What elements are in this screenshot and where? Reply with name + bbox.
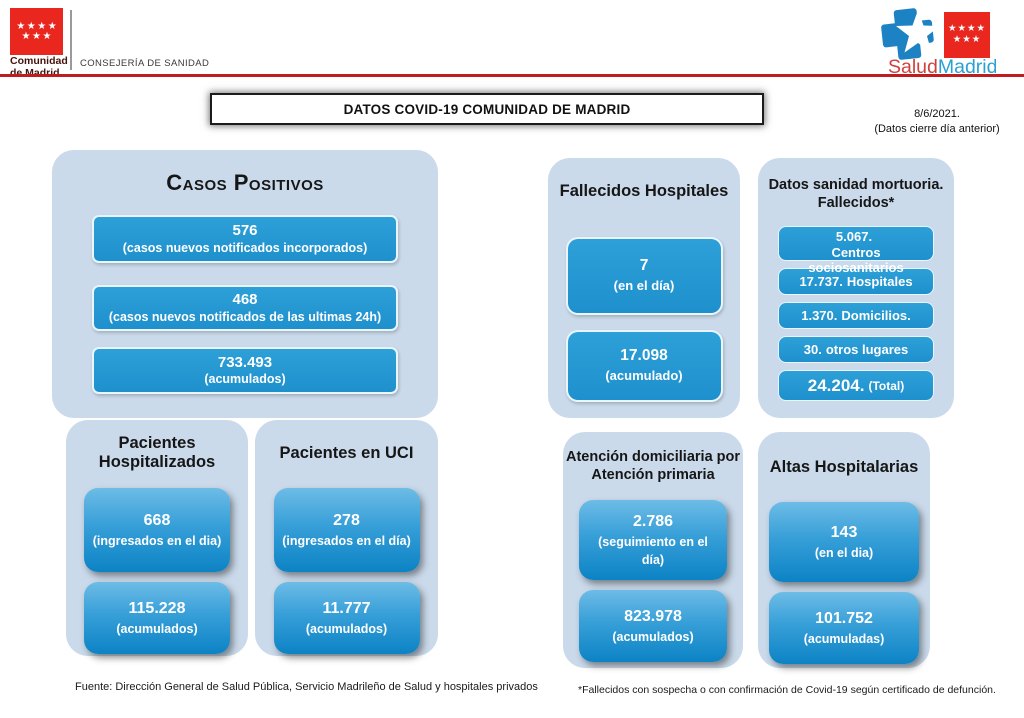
stat-row-hospitales: 17.737. Hospitales	[778, 268, 934, 296]
stat-label: (acumulado)	[605, 367, 683, 383]
stat-box-fallecidos-acumulado: 17.098 (acumulado)	[565, 329, 723, 402]
stat-box-atencion-acumulados: 823.978 (acumulados)	[579, 590, 727, 663]
stat-value: 143	[830, 523, 858, 541]
stat-value: 5.067.	[835, 229, 873, 245]
panel-title-line1: Atención domiciliaria por	[565, 449, 741, 465]
panel-title: Atención domiciliaria por Atención prima…	[563, 448, 743, 484]
stat-label: (casos nuevos notificados de las ultimas…	[108, 309, 382, 324]
stat-box-uci-acumulados: 11.777 (acumulados)	[273, 582, 420, 654]
stat-box-casos-24h: 468 (casos nuevos notificados de las ult…	[92, 285, 398, 331]
stat-label: (seguimiento en el día)	[598, 535, 708, 568]
panel-sanidad-mortuoria: Datos sanidad mortuoria. Fallecidos* 5.0…	[758, 158, 954, 418]
stat-label: (casos nuevos notificados incorporados)	[122, 240, 368, 255]
stat-value: 733.493	[217, 353, 273, 371]
stat-label: (acumulados)	[305, 622, 388, 637]
report-date-line2: (Datos cierre día anterior)	[874, 122, 1000, 135]
stat-value: 576	[232, 222, 258, 240]
stat-row-total: 24.204. (Total)	[778, 370, 934, 402]
panel-title: Casos Positivos	[166, 170, 324, 195]
stat-box-fallecidos-dia: 7 (en el día)	[565, 236, 723, 315]
stat-box-hospitalizados-dia: 668 (ingresados en el dia)	[84, 488, 230, 572]
stat-value: 668	[143, 511, 171, 529]
flag-stars-icon: ★★★	[21, 30, 53, 42]
brand-wordmark: SaludMadrid	[888, 56, 996, 76]
comunidad-madrid-flag-icon: ★★★★ ★★★	[10, 8, 63, 55]
stat-label: Centros sociosanitarios	[808, 244, 904, 276]
stat-box-hospitalizados-acumulados: 115.228 (acumulados)	[84, 582, 230, 654]
brand-madrid: Madrid	[938, 56, 996, 76]
page-title: DATOS COVID-19 COMUNIDAD DE MADRID	[210, 93, 764, 125]
panel-title: Fallecidos Hospitales	[559, 182, 729, 200]
stat-label: (acumuladas)	[803, 632, 885, 647]
panel-title: Pacientes en UCI	[279, 443, 414, 462]
source-note: Fuente: Dirección General de Salud Públi…	[75, 681, 538, 693]
panel-casos-positivos: Casos Positivos 576 (casos nuevos notifi…	[52, 150, 438, 418]
stat-value: 1.370.	[801, 307, 838, 323]
panel-title: Altas Hospitalarias	[769, 457, 919, 476]
stat-value: 468	[232, 291, 258, 309]
panel-title-line2: Fallecidos*	[817, 195, 895, 212]
org-name: Comunidad de Madrid	[10, 55, 68, 79]
panel-title: Datos sanidad mortuoria. Fallecidos*	[758, 176, 954, 212]
stat-label: otros lugares	[825, 341, 909, 357]
panel-atencion-domiciliaria: Atención domiciliaria por Atención prima…	[563, 432, 743, 668]
stat-label: Hospitales	[846, 273, 913, 289]
org-name-line1: Comunidad	[10, 55, 68, 67]
stat-label: Domicilios.	[841, 307, 911, 323]
stat-value: 17.098	[620, 346, 668, 364]
org-name-line2: de Madrid	[10, 66, 60, 79]
brand-salud: Salud	[888, 56, 938, 76]
stat-row-otros-lugares: 30. otros lugares	[778, 336, 934, 364]
white-star-icon	[896, 10, 940, 53]
stat-label: (en el día)	[613, 277, 675, 293]
stat-box-altas-acumuladas: 101.752 (acumuladas)	[769, 592, 919, 664]
panel-pacientes-hospitalizados: Pacientes Hospitalizados 668 (ingresados…	[66, 420, 248, 656]
stat-label: (Total)	[868, 378, 905, 393]
report-date-line1: 8/6/2021.	[914, 108, 960, 120]
stat-label: (acumulados)	[612, 630, 694, 645]
header-divider	[70, 10, 72, 70]
stat-value: 30.	[803, 341, 822, 357]
panel-altas-hospitalarias: Altas Hospitalarias 143 (en el dia) 101.…	[758, 432, 930, 668]
stat-label: (acumulados)	[116, 622, 198, 637]
stat-label: (ingresados en el dia)	[92, 534, 222, 549]
deaths-footnote: *Fallecidos con sospecha o con confirmac…	[578, 684, 996, 696]
stat-row-domicilios: 1.370. Domicilios.	[778, 302, 934, 330]
stat-box-casos-acumulados: 733.493 (acumulados)	[92, 347, 398, 394]
header-red-rule	[0, 74, 1024, 77]
report-date: 8/6/2021. (Datos cierre día anterior)	[852, 107, 1022, 137]
stat-label: (acumulados)	[204, 372, 286, 387]
stat-box-atencion-dia: 2.786 (seguimiento en el día)	[579, 500, 727, 581]
stat-box-casos-nuevos: 576 (casos nuevos notificados incorporad…	[92, 215, 398, 263]
red-square-icon	[944, 12, 990, 58]
panel-title-line2: Atención primaria	[591, 467, 715, 484]
stat-value: 7	[639, 256, 649, 274]
panel-title: Pacientes Hospitalizados	[98, 434, 216, 471]
panel-pacientes-uci: Pacientes en UCI 278 (ingresados en el d…	[255, 420, 438, 656]
salud-madrid-logo: ★★★★ ★★★ SaludMadrid	[881, 8, 996, 76]
stat-row-centros-sociosanitarios: 5.067. Centros sociosanitarios	[778, 226, 934, 275]
stat-value: 2.786	[632, 512, 674, 530]
stat-value: 115.228	[128, 599, 186, 617]
stat-value: 823.978	[624, 607, 682, 625]
stat-label: (en el dia)	[814, 546, 874, 561]
panel-title-line1: Datos sanidad mortuoria.	[768, 177, 944, 193]
stat-label: (ingresados en el día)	[282, 534, 411, 549]
logo-stars-icon: ★★★★	[948, 23, 986, 34]
stat-value: 17.737.	[799, 273, 843, 289]
flag-stars-icon: ★★★★	[16, 20, 59, 32]
department-label: CONSEJERÍA DE SANIDAD	[80, 58, 210, 69]
panel-fallecidos-hospitales: Fallecidos Hospitales 7 (en el día) 17.0…	[548, 158, 740, 418]
stat-value: 278	[333, 511, 360, 529]
logo-stars-icon: ★★★	[953, 34, 982, 45]
stat-box-altas-dia: 143 (en el dia)	[769, 502, 919, 582]
stat-value: 101.752	[815, 609, 873, 627]
stat-value: 11.777	[322, 599, 371, 617]
stat-value: 24.204.	[807, 375, 865, 395]
stat-box-uci-dia: 278 (ingresados en el día)	[273, 488, 420, 572]
